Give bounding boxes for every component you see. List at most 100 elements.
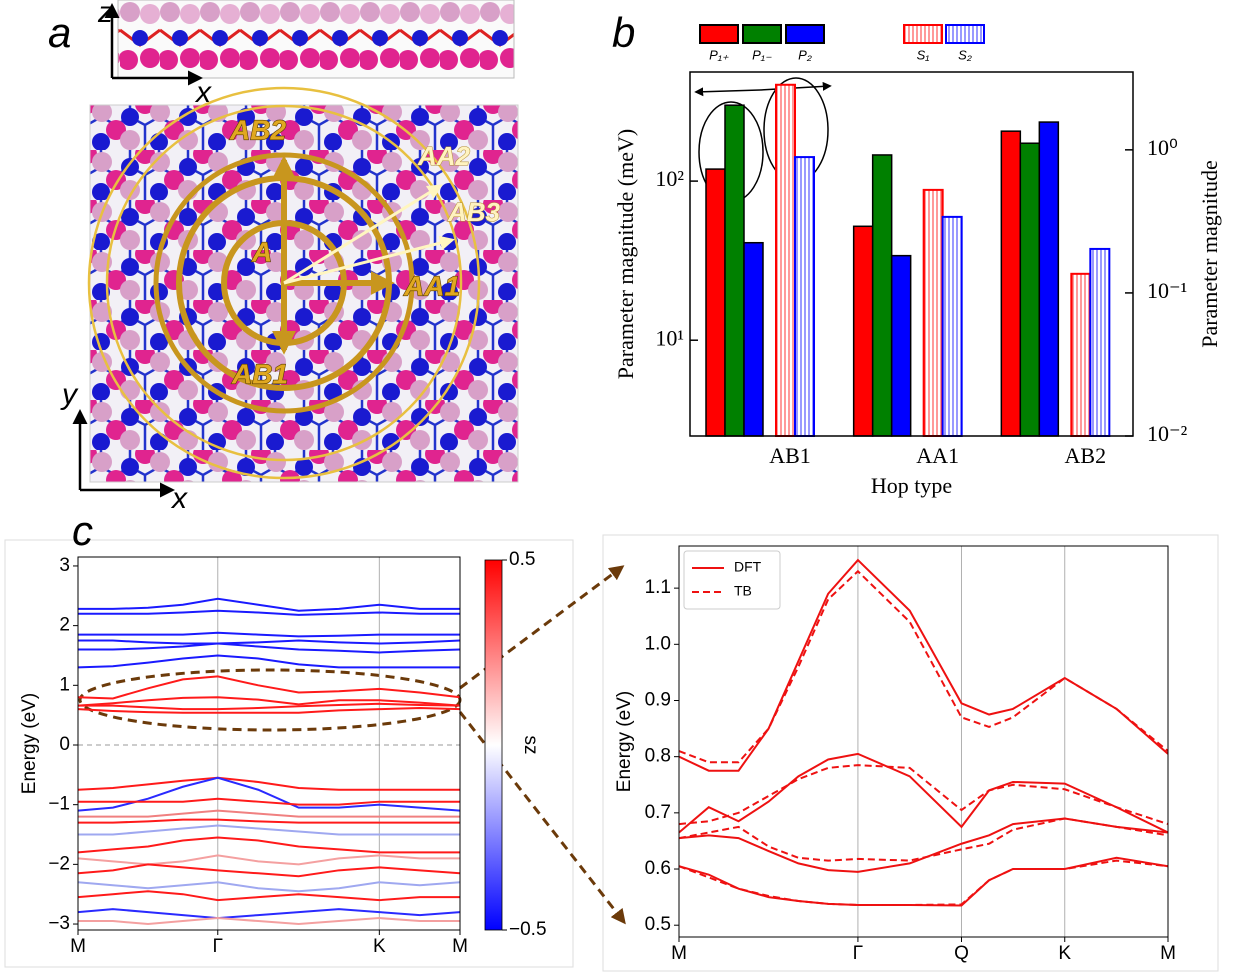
band-line: [78, 597, 460, 612]
side-view: [117, 0, 515, 79]
band-line: [78, 675, 460, 700]
colorbar-tick-label: −0.5: [509, 919, 547, 940]
legend-label: DFT: [734, 559, 762, 575]
band-line: [679, 752, 1168, 834]
plot-frame: [678, 545, 1169, 938]
band-line: [78, 639, 460, 645]
y2-axis-label: Parameter magnitude: [1197, 160, 1222, 348]
bar: [871, 154, 893, 437]
legend-swatch: [785, 24, 825, 44]
band-line: [78, 706, 460, 714]
x-tick-label: AB2: [1065, 443, 1107, 468]
bar: [1038, 121, 1060, 437]
band-line: [78, 702, 460, 711]
plot-frame: [77, 556, 461, 931]
bar: [743, 241, 764, 437]
axis-label: y: [60, 378, 79, 411]
legend-label: P₁₋: [752, 47, 772, 62]
band-line: [78, 609, 460, 616]
band-line: [78, 654, 460, 669]
y-tick-label: 0: [59, 734, 70, 755]
y-tick-label: 0.8: [645, 746, 671, 767]
legend-swatch: [903, 24, 943, 44]
colorbar-label: sz: [520, 736, 541, 755]
legend-swatch: [742, 24, 782, 44]
hop-rings: [87, 86, 481, 480]
legend-label: S₁: [917, 47, 930, 62]
band-line: [679, 558, 1168, 772]
band-line: [78, 776, 460, 791]
y-tick-label: 1: [59, 674, 70, 695]
panel-label: c: [72, 507, 93, 554]
band-line: [78, 854, 460, 866]
band-line: [679, 817, 1168, 873]
bar: [705, 168, 726, 437]
bar: [922, 188, 944, 437]
y2-tick-label: 10⁻¹: [1147, 278, 1187, 303]
panel-frame: [602, 534, 1219, 972]
panel-label: b: [612, 9, 635, 56]
x-axis-label: Hop type: [871, 473, 952, 498]
band-line: [78, 642, 460, 654]
bar: [852, 225, 874, 437]
y-tick-label: 0.9: [645, 690, 671, 711]
x-tick-label: K: [373, 936, 386, 957]
legend-label: P₂: [798, 47, 812, 62]
y-tick-label: −1: [48, 794, 70, 815]
bar: [941, 215, 963, 437]
band-line: [679, 569, 1168, 764]
y-tick-label: 0.6: [645, 858, 671, 879]
hop-label: AB1: [231, 358, 288, 389]
x-tick-label: AA1: [916, 443, 959, 468]
x-tick-label: Q: [954, 943, 969, 964]
top-view: [89, 104, 519, 483]
x-tick-label: M: [70, 936, 86, 957]
panel-a: a z x y x AB2 AA2 AB3 A AA1 AB1: [48, 0, 519, 515]
legend-label: S₂: [958, 47, 972, 62]
y-tick-label: 10¹: [655, 325, 684, 350]
y-tick-label: 10²: [655, 166, 684, 191]
y-axis-label: Energy (eV): [19, 693, 40, 794]
hop-label: AA1: [403, 270, 460, 301]
y-tick-label: 1.0: [645, 633, 671, 654]
y-tick-label: −2: [48, 853, 70, 874]
lines: [679, 558, 1168, 907]
y-tick-label: 2: [59, 615, 70, 636]
y2-tick-label: 10⁰: [1147, 135, 1178, 160]
band-line: [78, 836, 460, 854]
bar: [1019, 142, 1041, 437]
band-line: [679, 764, 1168, 826]
y-tick-label: 0.5: [645, 914, 671, 935]
legend-swatch: [699, 24, 739, 44]
band-line: [78, 917, 460, 926]
x-tick-label: M: [671, 943, 687, 964]
band-line: [78, 890, 460, 902]
band-line: [78, 908, 460, 920]
bar: [890, 254, 912, 437]
band-line: [78, 631, 460, 638]
y-tick-label: 1.1: [645, 577, 671, 598]
x-tick-label: Γ: [213, 936, 223, 957]
bar: [775, 83, 796, 437]
band-line: [78, 863, 460, 878]
legend-label: TB: [734, 583, 752, 599]
x-tick-label: AB1: [769, 443, 811, 468]
hop-label: A: [251, 236, 272, 267]
bar: [724, 104, 745, 437]
band-line: [679, 859, 1168, 906]
hop-label: AB3: [447, 197, 501, 227]
y2-tick-label: 10⁻²: [1147, 421, 1188, 446]
band-line: [679, 817, 1168, 862]
y-tick-label: 3: [59, 555, 70, 576]
lines: [78, 597, 460, 926]
bar: [1089, 247, 1111, 437]
panel-label: a: [48, 9, 71, 56]
panel-frame: [4, 539, 574, 968]
hop-label: AA2: [417, 141, 471, 171]
colorbar-tick-label: 0.5: [509, 549, 535, 570]
legend-box: [683, 550, 781, 610]
colorbar: [484, 559, 503, 931]
y-tick-label: 0.7: [645, 802, 671, 823]
bar: [1070, 272, 1092, 437]
